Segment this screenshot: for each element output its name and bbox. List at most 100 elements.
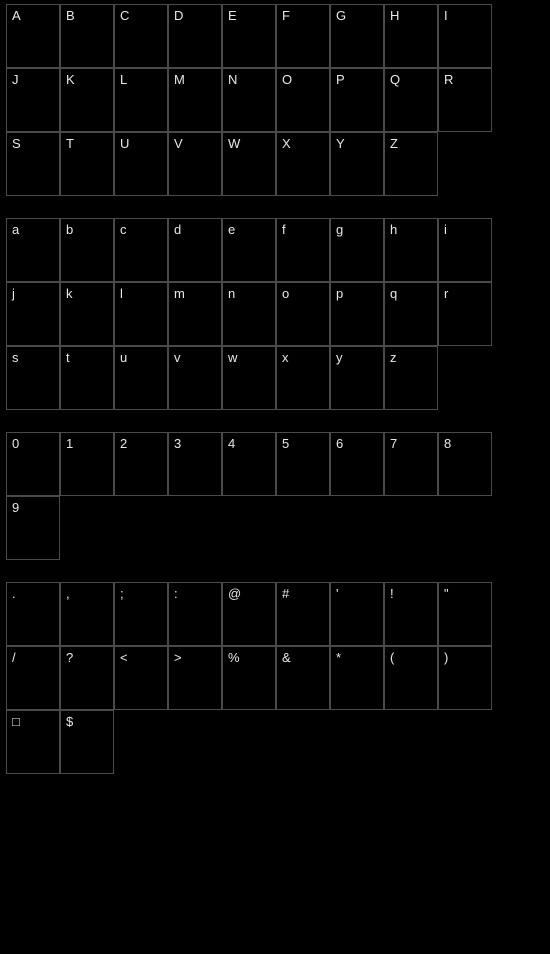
glyph-cell: w bbox=[222, 346, 276, 410]
uppercase-section: ABCDEFGHIJKLMNOPQRSTUVWXYZ bbox=[6, 4, 544, 196]
glyph-label: P bbox=[336, 72, 345, 87]
glyph-cell: m bbox=[168, 282, 222, 346]
empty-cell bbox=[438, 496, 492, 560]
glyph-cell: ? bbox=[60, 646, 114, 710]
glyph-label: G bbox=[336, 8, 346, 23]
glyph-cell: . bbox=[6, 582, 60, 646]
empty-cell bbox=[222, 496, 276, 560]
glyph-label: 2 bbox=[120, 436, 127, 451]
glyph-label: I bbox=[444, 8, 448, 23]
glyph-label: , bbox=[66, 586, 70, 601]
glyph-cell: o bbox=[276, 282, 330, 346]
glyph-label: 3 bbox=[174, 436, 181, 451]
glyph-label: M bbox=[174, 72, 185, 87]
glyph-cell: U bbox=[114, 132, 168, 196]
section-gap bbox=[6, 410, 544, 432]
glyph-cell: x bbox=[276, 346, 330, 410]
glyph-label: E bbox=[228, 8, 237, 23]
glyph-label: S bbox=[12, 136, 21, 151]
glyph-label: > bbox=[174, 650, 182, 665]
glyph-cell: % bbox=[222, 646, 276, 710]
empty-cell bbox=[438, 710, 492, 774]
glyph-label: u bbox=[120, 350, 127, 365]
glyph-label: f bbox=[282, 222, 286, 237]
glyph-cell: ' bbox=[330, 582, 384, 646]
glyph-cell: u bbox=[114, 346, 168, 410]
glyph-cell: r bbox=[438, 282, 492, 346]
glyph-label: % bbox=[228, 650, 240, 665]
glyph-cell: Y bbox=[330, 132, 384, 196]
glyph-cell: 3 bbox=[168, 432, 222, 496]
glyph-cell: □ bbox=[6, 710, 60, 774]
glyph-label: e bbox=[228, 222, 235, 237]
glyph-label: & bbox=[282, 650, 291, 665]
glyph-cell: l bbox=[114, 282, 168, 346]
glyph-label: . bbox=[12, 586, 16, 601]
glyph-label: K bbox=[66, 72, 75, 87]
glyph-cell: y bbox=[330, 346, 384, 410]
glyph-label: @ bbox=[228, 586, 241, 601]
glyph-label: B bbox=[66, 8, 75, 23]
glyph-label: / bbox=[12, 650, 16, 665]
glyph-cell: ; bbox=[114, 582, 168, 646]
empty-cell bbox=[114, 496, 168, 560]
glyph-label: w bbox=[228, 350, 237, 365]
glyph-label: ( bbox=[390, 650, 394, 665]
empty-cell bbox=[330, 710, 384, 774]
glyph-cell: 2 bbox=[114, 432, 168, 496]
glyph-cell: k bbox=[60, 282, 114, 346]
glyph-cell: t bbox=[60, 346, 114, 410]
glyph-cell: Q bbox=[384, 68, 438, 132]
glyph-cell: W bbox=[222, 132, 276, 196]
glyph-label: J bbox=[12, 72, 19, 87]
glyph-label: a bbox=[12, 222, 19, 237]
glyph-label: A bbox=[12, 8, 21, 23]
glyph-cell: v bbox=[168, 346, 222, 410]
glyph-cell: N bbox=[222, 68, 276, 132]
glyph-label: O bbox=[282, 72, 292, 87]
glyph-label: # bbox=[282, 586, 289, 601]
glyph-cell: I bbox=[438, 4, 492, 68]
empty-cell bbox=[438, 346, 492, 410]
glyph-label: U bbox=[120, 136, 129, 151]
glyph-label: X bbox=[282, 136, 291, 151]
glyph-cell: : bbox=[168, 582, 222, 646]
empty-cell bbox=[330, 496, 384, 560]
glyph-label: □ bbox=[12, 714, 20, 729]
glyph-cell: T bbox=[60, 132, 114, 196]
glyph-label: W bbox=[228, 136, 240, 151]
glyph-cell: ) bbox=[438, 646, 492, 710]
glyph-cell: M bbox=[168, 68, 222, 132]
glyph-label: ' bbox=[336, 586, 338, 601]
glyph-cell: G bbox=[330, 4, 384, 68]
glyph-cell: H bbox=[384, 4, 438, 68]
glyph-label: d bbox=[174, 222, 181, 237]
glyph-cell: K bbox=[60, 68, 114, 132]
glyph-label: ! bbox=[390, 586, 394, 601]
glyph-cell: g bbox=[330, 218, 384, 282]
glyph-cell: X bbox=[276, 132, 330, 196]
empty-cell bbox=[276, 496, 330, 560]
glyph-label: h bbox=[390, 222, 397, 237]
glyph-cell: j bbox=[6, 282, 60, 346]
glyph-label: 5 bbox=[282, 436, 289, 451]
glyph-label: b bbox=[66, 222, 73, 237]
glyph-label: m bbox=[174, 286, 185, 301]
digits-section: 0123456789 bbox=[6, 432, 544, 560]
glyph-label: i bbox=[444, 222, 447, 237]
glyph-cell: 1 bbox=[60, 432, 114, 496]
glyph-cell: e bbox=[222, 218, 276, 282]
glyph-label: ; bbox=[120, 586, 124, 601]
empty-cell bbox=[222, 710, 276, 774]
glyph-cell: O bbox=[276, 68, 330, 132]
empty-cell bbox=[60, 496, 114, 560]
glyph-cell: / bbox=[6, 646, 60, 710]
glyph-label: 7 bbox=[390, 436, 397, 451]
glyph-label: g bbox=[336, 222, 343, 237]
glyph-label: Z bbox=[390, 136, 398, 151]
glyph-cell: 6 bbox=[330, 432, 384, 496]
section-gap bbox=[6, 196, 544, 218]
glyph-cell: b bbox=[60, 218, 114, 282]
glyph-label: v bbox=[174, 350, 181, 365]
glyph-label: < bbox=[120, 650, 128, 665]
